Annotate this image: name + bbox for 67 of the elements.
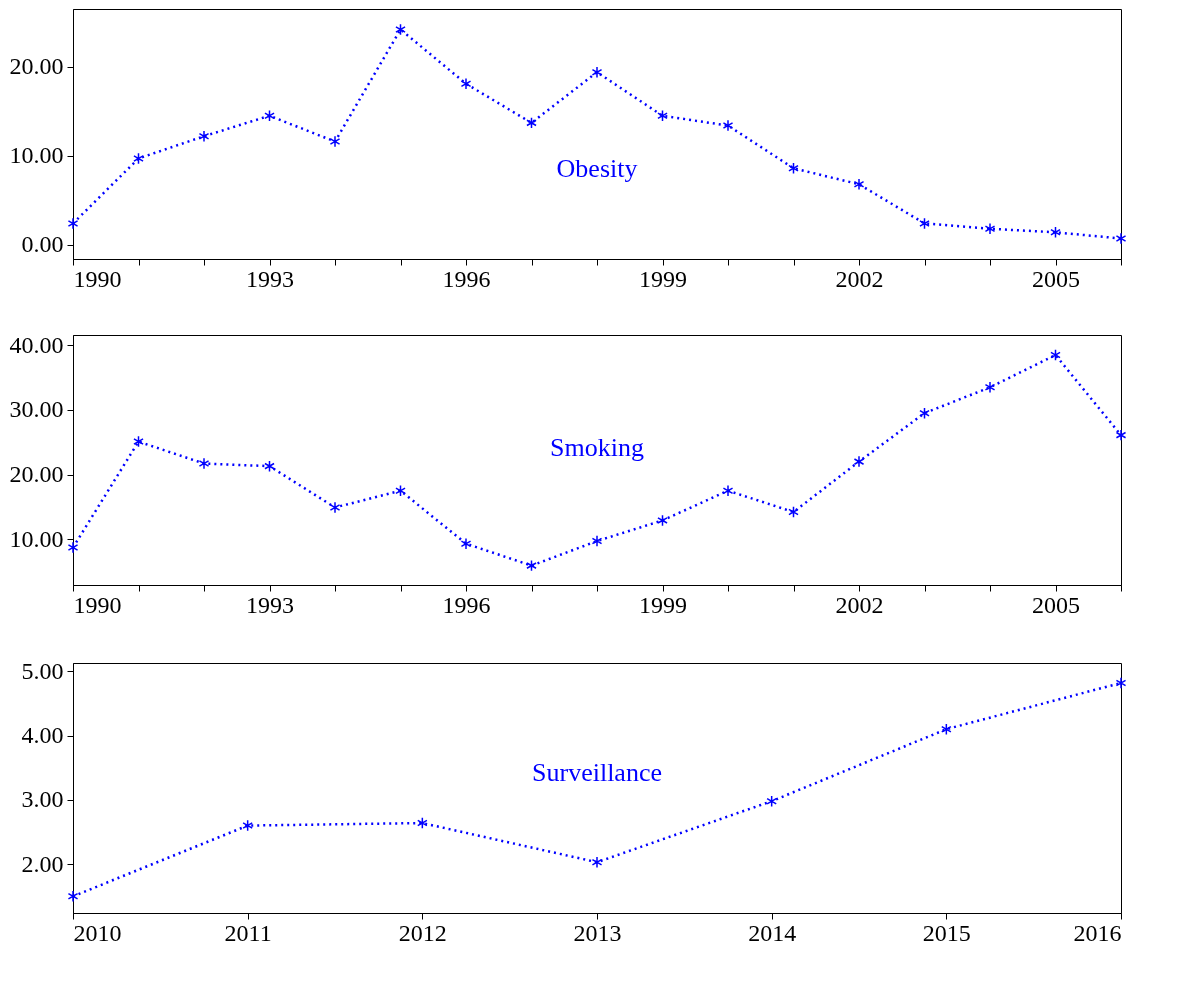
y-tick-label: 4.00 (21, 722, 64, 749)
point (1050, 226, 1061, 239)
x-tick-label: 2005 (1032, 265, 1080, 292)
x-tick-label: 2002 (835, 591, 884, 618)
point (526, 559, 537, 572)
y-tick-label: 3.00 (21, 786, 64, 813)
y-tick-label: 40.00 (9, 331, 64, 358)
y-tick-label: 20.00 (9, 461, 64, 488)
point (984, 381, 996, 394)
point (1050, 349, 1061, 362)
point (133, 152, 144, 165)
x-tick-label: 1990 (73, 265, 122, 292)
point (67, 217, 79, 230)
point (984, 222, 996, 235)
series-label: Obesity (556, 154, 638, 183)
point (198, 130, 210, 143)
point (919, 407, 930, 420)
point (1115, 232, 1127, 245)
point (591, 535, 603, 548)
point (657, 514, 668, 527)
x-tick-label: 2005 (1032, 591, 1080, 618)
y-tick-label: 10.00 (9, 525, 64, 552)
x-tick-label: 2013 (573, 919, 622, 946)
point (133, 435, 144, 448)
point (264, 460, 275, 473)
point (264, 109, 275, 122)
y-tick-label: 5.00 (21, 657, 64, 684)
x-tick-label: 1996 (442, 265, 491, 292)
y-tick-label: 30.00 (9, 396, 64, 423)
point (198, 457, 210, 470)
x-tick-label: 1999 (639, 265, 687, 292)
point (460, 537, 472, 550)
x-tick-label: 2012 (398, 919, 447, 946)
x-tick-label: 1993 (246, 591, 294, 618)
x-tick-label: 2011 (224, 919, 272, 946)
point (788, 162, 799, 175)
x-tick-label: 2016 (1073, 919, 1122, 946)
y-tick-label: 2.00 (21, 850, 64, 877)
point (788, 506, 799, 518)
point (722, 119, 734, 132)
point (526, 116, 537, 129)
point (329, 135, 341, 148)
point (853, 455, 865, 468)
point (722, 484, 734, 497)
x-tick-label: 1999 (639, 591, 687, 618)
x-tick-label: 2002 (835, 265, 884, 292)
point (395, 484, 406, 497)
point (657, 109, 668, 122)
x-tick-label: 2015 (922, 919, 971, 946)
x-tick-label: 1996 (442, 591, 491, 618)
x-tick-label: 1993 (246, 265, 294, 292)
point (1115, 429, 1127, 442)
point (919, 217, 930, 230)
y-tick-label: 0.00 (21, 231, 64, 258)
y-tick-label: 10.00 (9, 142, 64, 169)
x-tick-label: 2010 (73, 919, 122, 946)
point (395, 23, 406, 36)
x-tick-label: 1990 (73, 591, 122, 618)
point (460, 77, 472, 90)
point (853, 178, 865, 191)
text: Smoking (550, 432, 644, 462)
x-tick-label: 2014 (748, 919, 797, 946)
point (591, 66, 603, 79)
series-label: Surveillance (532, 758, 662, 787)
point (329, 501, 341, 514)
point (67, 541, 79, 554)
y-tick-label: 20.00 (9, 53, 64, 80)
